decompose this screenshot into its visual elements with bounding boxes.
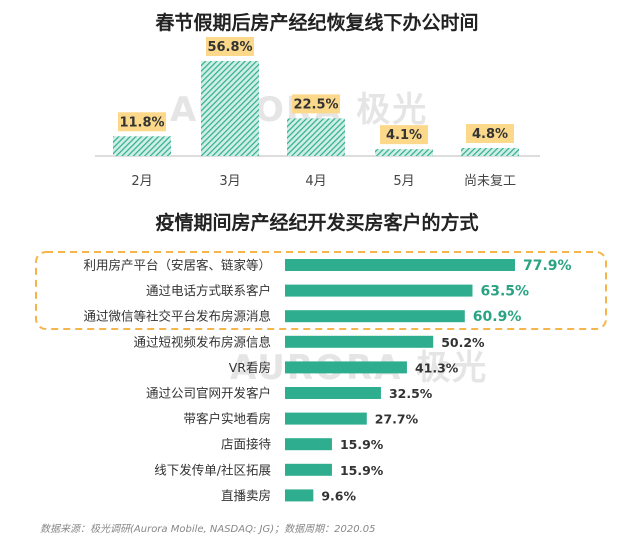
value-label: 15.9% [340, 437, 384, 452]
category-label: 2月 [131, 174, 152, 189]
value-label: 56.8% [207, 40, 252, 55]
bar [285, 412, 367, 425]
bar [285, 361, 407, 374]
bar [285, 387, 381, 399]
value-label-bg [380, 125, 428, 145]
value-label: 22.5% [293, 97, 338, 112]
value-label: 4.8% [472, 127, 508, 142]
category-label: 尚未复工 [464, 174, 516, 189]
bar [287, 118, 345, 156]
value-label: 41.3% [415, 360, 459, 375]
bar [285, 335, 434, 348]
value-label-bg [292, 94, 340, 114]
category-label: 3月 [219, 174, 240, 189]
bar [461, 147, 519, 156]
value-label: 9.6% [321, 488, 356, 503]
value-label: 77.9% [523, 258, 572, 274]
value-label: 4.1% [386, 128, 422, 143]
chart-title-recovery: 春节假期后房产经纪恢复线下办公时间 [155, 12, 479, 34]
category-label: 4月 [305, 174, 326, 189]
bar [285, 284, 473, 297]
bar [201, 61, 259, 156]
bar [285, 489, 314, 502]
bar [285, 259, 515, 271]
category-label: 通过电话方式联系客户 [146, 283, 271, 298]
horizontal-bar-chart: 利用房产平台（安居客、链家等） 77.9% 通过电话方式联系客户 63.5% 通过微信等… [35, 251, 607, 503]
value-label: 63.5% [480, 284, 529, 300]
category-label: 直播卖房 [221, 488, 271, 503]
bar [285, 438, 332, 451]
category-label: 通过短视频发布房源信息 [133, 334, 271, 349]
highlight-box [35, 251, 607, 330]
category-label: 店面接待 [221, 437, 272, 452]
bar [375, 149, 433, 156]
category-label: 通过微信等社交平台发布房源消息 [83, 309, 271, 324]
category-label: 利用房产平台（安居客、链家等） [83, 258, 271, 273]
data-source-footnote: 数据来源：极光调研(Aurora Mobile, NASDAQ: JG)；数据周… [40, 524, 376, 535]
vertical-bar-chart: 11.8% 2月 56.8% 3月 22.5% 4月 4.1% 5月 4.8% 尚未复工 [95, 37, 540, 189]
category-label: 5月 [393, 174, 414, 189]
value-label-bg [466, 123, 514, 143]
bar [285, 310, 465, 323]
value-label: 15.9% [340, 463, 384, 478]
value-label: 50.2% [441, 335, 485, 350]
value-label: 11.8% [119, 115, 164, 130]
value-label-bg [118, 112, 166, 132]
value-label-bg [206, 37, 254, 56]
value-label: 27.7% [375, 412, 419, 427]
category-label: 线下发传单/社区拓展 [154, 462, 271, 477]
value-label: 60.9% [473, 309, 522, 325]
chart-title-methods: 疫情期间房产经纪开发买房客户的方式 [155, 212, 479, 234]
value-label: 32.5% [389, 386, 433, 401]
category-label: 通过公司官网开发客户 [146, 386, 271, 401]
category-label: 带客户实地看房 [183, 411, 271, 426]
bar [113, 136, 171, 156]
bar [285, 463, 332, 476]
category-label: VR看房 [229, 360, 271, 375]
